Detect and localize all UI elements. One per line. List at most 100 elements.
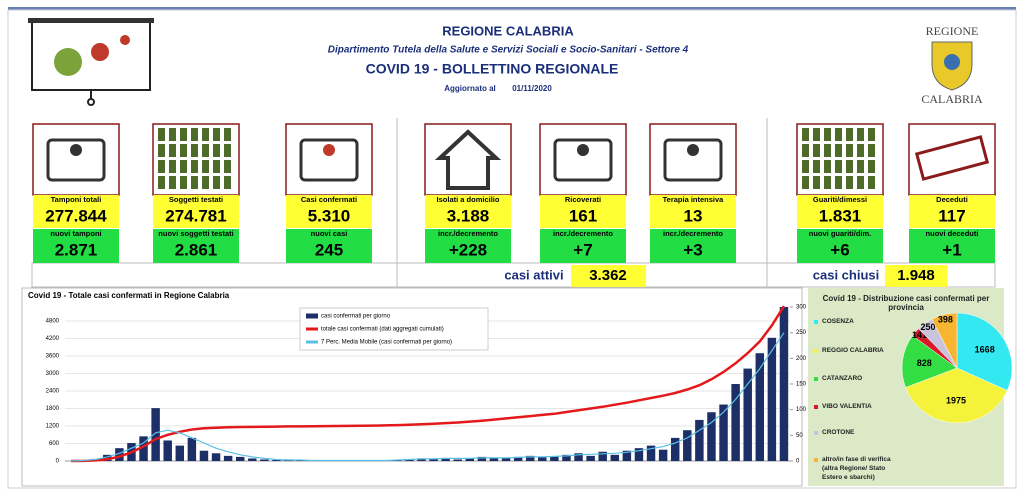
card-label: Casi confermati bbox=[301, 195, 357, 204]
person-icon bbox=[824, 128, 831, 141]
person-icon bbox=[224, 160, 231, 173]
y-tick-label: 3600 bbox=[46, 354, 60, 360]
closed-box bbox=[885, 265, 947, 287]
person-icon bbox=[169, 144, 176, 157]
bar bbox=[646, 445, 656, 461]
person-icon bbox=[824, 176, 831, 189]
person-icon bbox=[802, 176, 809, 189]
card-value-bg bbox=[286, 204, 372, 228]
card-sub-value-bg bbox=[425, 238, 511, 263]
card-sub-value-bg bbox=[797, 238, 883, 263]
person-icon bbox=[824, 160, 831, 173]
legend-swatch bbox=[814, 320, 818, 324]
pictogram-dot bbox=[323, 144, 335, 156]
person-icon bbox=[802, 128, 809, 141]
card-sub-value: 2.861 bbox=[175, 240, 218, 259]
bar bbox=[429, 458, 438, 461]
person-icon bbox=[202, 176, 209, 189]
card-label: Isolati a domicilio bbox=[437, 195, 500, 204]
bar bbox=[501, 457, 511, 461]
pie-value-label: 828 bbox=[917, 358, 932, 368]
person-icon bbox=[813, 144, 820, 157]
card-label: Tamponi totali bbox=[51, 195, 102, 204]
card-value-bg bbox=[797, 204, 883, 228]
deceased-stamp bbox=[914, 135, 990, 181]
legend-swatch bbox=[814, 405, 818, 409]
logo: REGIONE CALABRIA bbox=[921, 24, 983, 106]
y-tick-label: 2400 bbox=[46, 389, 60, 395]
legend-label: 7 Perc. Media Mobile (casi confermati pe… bbox=[321, 340, 452, 346]
header-subtitle: Dipartimento Tutela della Salute e Servi… bbox=[328, 45, 689, 56]
person-icon bbox=[158, 160, 165, 173]
person-icon bbox=[169, 176, 176, 189]
logo-top: REGIONE bbox=[926, 24, 979, 38]
card-icon bbox=[158, 128, 231, 189]
card-sub-value-bg bbox=[153, 238, 239, 263]
card-value-bg bbox=[650, 204, 736, 228]
legend-swatch bbox=[814, 349, 818, 353]
bar bbox=[598, 451, 607, 461]
person-icon bbox=[202, 128, 209, 141]
pie-legend-label: COSENZA bbox=[822, 318, 854, 325]
active-box bbox=[571, 265, 646, 287]
card-sub-value-bg bbox=[650, 238, 736, 263]
person-icon bbox=[224, 144, 231, 157]
person-icon bbox=[835, 144, 842, 157]
person-icon bbox=[191, 160, 198, 173]
person-icon bbox=[191, 128, 198, 141]
y2-tick-label: 250 bbox=[796, 330, 807, 336]
person-icon bbox=[813, 160, 820, 173]
bar bbox=[272, 459, 281, 461]
pie-value-label: 1975 bbox=[946, 395, 966, 405]
bar bbox=[574, 453, 583, 461]
pie-legend-label: altro/in fase di verifica (altra Regione… bbox=[822, 456, 891, 481]
bar bbox=[719, 404, 728, 461]
closed-value: 1.948 bbox=[897, 267, 935, 284]
card-icon bbox=[299, 138, 359, 182]
person-icon bbox=[213, 160, 220, 173]
pie-slice bbox=[905, 367, 1008, 424]
card-value: 5.310 bbox=[308, 206, 351, 225]
card-value: 274.781 bbox=[165, 206, 226, 225]
card-label-bg bbox=[797, 195, 883, 204]
card-value-bg bbox=[153, 204, 239, 228]
card-sub-value-bg bbox=[540, 238, 626, 263]
card-sub-value: +3 bbox=[683, 240, 702, 259]
card-icon bbox=[553, 138, 613, 182]
card-sub-label-bg bbox=[650, 229, 736, 238]
bar bbox=[103, 454, 112, 461]
y2-tick-label: 200 bbox=[796, 356, 807, 362]
card-sub-value: +6 bbox=[830, 240, 849, 259]
bar bbox=[683, 430, 692, 461]
pictogram-dot bbox=[70, 144, 82, 156]
pie-legend-label: REGGIO CALABRIA bbox=[822, 347, 884, 354]
card-sub-label: incr./decremento bbox=[553, 229, 613, 238]
bar bbox=[163, 440, 172, 461]
card-label-bg bbox=[909, 195, 995, 204]
person-icon bbox=[213, 176, 220, 189]
bar bbox=[175, 445, 185, 461]
header-title: REGIONE CALABRIA bbox=[442, 23, 574, 38]
pictogram bbox=[553, 138, 613, 182]
card-icon-frame bbox=[908, 123, 996, 196]
pie-value-label: 398 bbox=[938, 314, 953, 324]
closed-label: casi chiusi bbox=[813, 267, 879, 282]
person-icon bbox=[802, 144, 809, 157]
card-sub-label-bg bbox=[425, 229, 511, 238]
updated-date: 01/11/2020 bbox=[512, 84, 552, 93]
header-heading: COVID 19 - BOLLETTINO REGIONALE bbox=[366, 61, 619, 77]
pie-slice bbox=[956, 312, 1013, 391]
bar bbox=[586, 455, 595, 461]
bar bbox=[260, 459, 269, 461]
card-label: Terapia intensiva bbox=[663, 195, 725, 204]
top-border bbox=[8, 7, 1016, 10]
y-tick-label: 4800 bbox=[46, 319, 60, 325]
y-tick-label: 1200 bbox=[46, 424, 60, 430]
pictogram bbox=[46, 138, 106, 182]
logo-emblem bbox=[944, 54, 960, 70]
card-sub-label-bg bbox=[909, 229, 995, 238]
pictogram-dot bbox=[577, 144, 589, 156]
person-icon bbox=[158, 128, 165, 141]
card-sub-value: +7 bbox=[573, 240, 592, 259]
